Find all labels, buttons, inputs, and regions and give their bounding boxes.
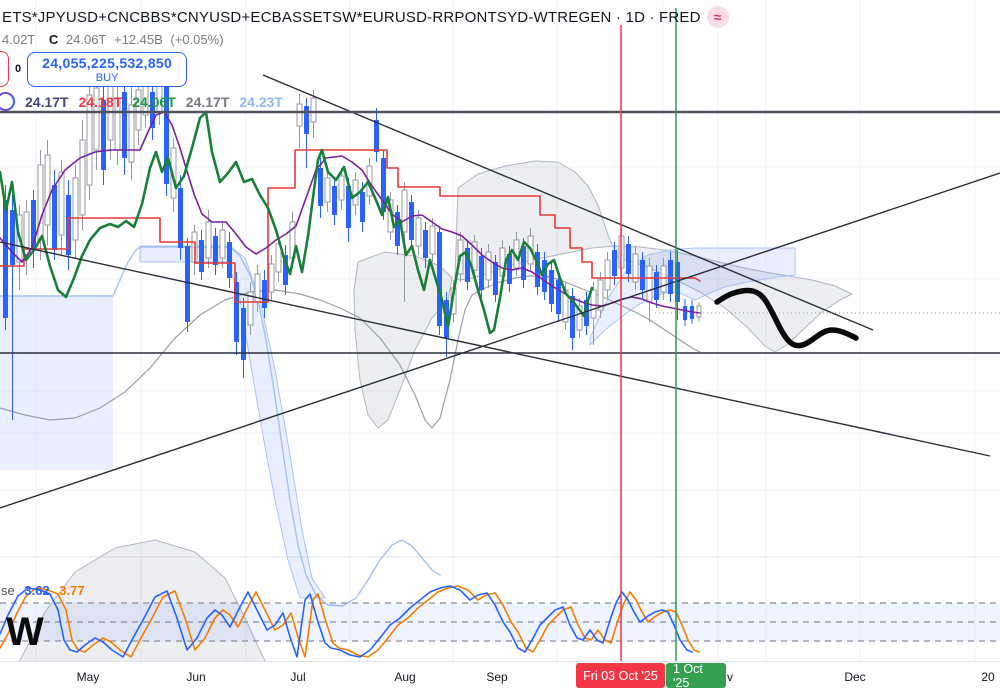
- oscillator-legend[interactable]: se 3.62 3.77: [1, 583, 85, 598]
- gray-value: 24.17T: [185, 93, 230, 110]
- time-axis[interactable]: May Jun Jul Aug Sep v Dec 20 Fri 03 Oct '25 1 Oct…: [0, 661, 1000, 700]
- oscillator-value-blue: 3.62: [24, 583, 50, 598]
- oscillator-value-orange: 3.77: [59, 583, 85, 598]
- axis-label-may: May: [76, 670, 100, 684]
- price-chart-canvas[interactable]: [0, 0, 1000, 661]
- oscillator-name: se: [1, 583, 15, 598]
- close-value: 24.06T: [65, 32, 107, 47]
- green-date-badge[interactable]: 1 Oct '25: [666, 662, 726, 690]
- approx-data-icon[interactable]: ≈: [706, 6, 729, 28]
- kijun-value: 24.18T: [78, 93, 123, 110]
- order-panel: 0 24,055,225,532,850 BUY: [0, 51, 729, 87]
- axis-label-v: v: [727, 670, 733, 684]
- watermark-letter: W: [6, 610, 44, 654]
- symbol-title[interactable]: ETS*JPYUSD+CNCBBS*CNYUSD+ECBASSETSW*EURU…: [2, 8, 701, 26]
- buy-label: BUY: [95, 71, 119, 84]
- event-vertical-lines[interactable]: [620, 8, 677, 661]
- axis-label-20: 20: [981, 670, 995, 684]
- oscillator-pane: [0, 585, 1000, 658]
- axis-label-sep: Sep: [486, 670, 508, 684]
- lead-value: 24.23T: [239, 93, 283, 110]
- symbol-row[interactable]: ETS*JPYUSD+CNCBBS*CNYUSD+ECBASSETSW*EURU…: [2, 6, 729, 28]
- indicator-values-row[interactable]: 24.17T 24.18T 24.06T 24.17T 24.23T: [0, 92, 729, 111]
- axis-label-aug: Aug: [394, 670, 416, 684]
- lagging-value: 24.06T: [132, 93, 176, 110]
- open-value: 4.02T: [2, 32, 36, 47]
- hand-drawn-squiggle[interactable]: [714, 287, 859, 349]
- red-date-badge[interactable]: Fri 03 Oct '25: [576, 663, 665, 688]
- indicator-lines-back: [0, 246, 701, 607]
- indicator-lines-front: [0, 110, 701, 335]
- axis-label-dec: Dec: [844, 670, 866, 684]
- chart-legend: ETS*JPYUSD+CNCBBS*CNYUSD+ECBASSETSW*EURU…: [0, 6, 729, 111]
- ohlc-row: 4.02T C 24.06T +12.45B (+0.05%): [2, 32, 729, 47]
- tenkan-value: 24.17T: [25, 93, 69, 110]
- trendline-drawings[interactable]: [0, 74, 1000, 509]
- buy-button[interactable]: 24,055,225,532,850 BUY: [27, 51, 188, 87]
- axis-label-jun: Jun: [186, 670, 206, 684]
- axis-label-jul: Jul: [290, 670, 306, 684]
- change-percent: (+0.05%): [170, 32, 224, 47]
- change-value: +12.45B: [114, 32, 163, 47]
- sell-button-fragment[interactable]: [0, 51, 9, 87]
- spread-value: 0: [15, 63, 22, 75]
- indicator-icon[interactable]: [0, 92, 15, 111]
- buy-price: 24,055,225,532,850: [42, 54, 173, 71]
- close-label: C: [48, 32, 59, 47]
